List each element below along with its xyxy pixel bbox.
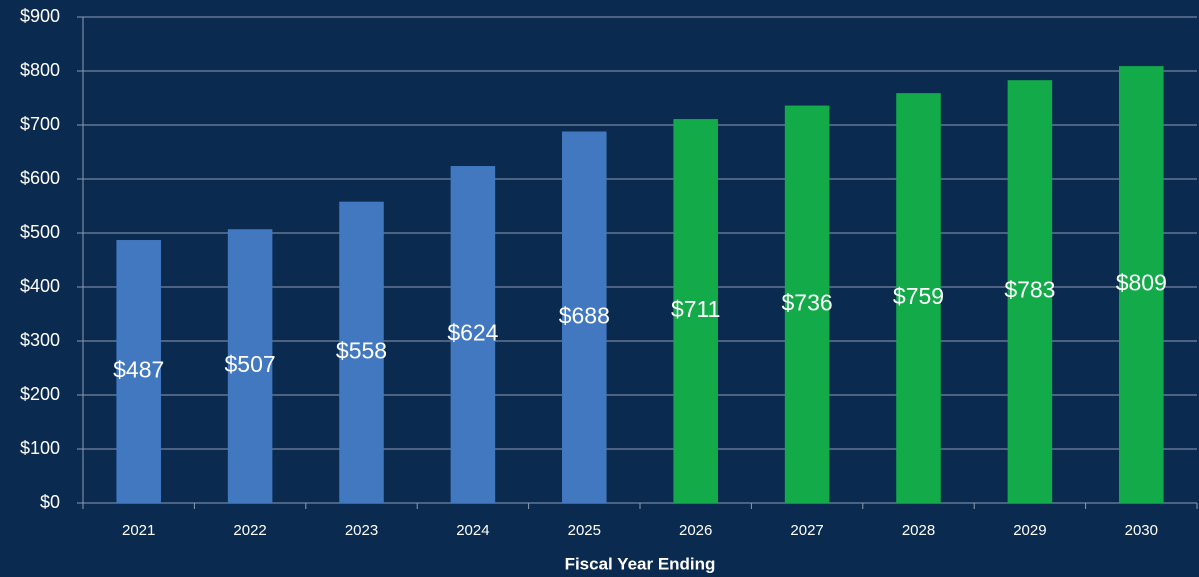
x-tick-label: 2028 [902, 522, 935, 539]
value-label: $783 [1004, 277, 1055, 303]
value-label: $736 [782, 289, 833, 315]
bar [227, 229, 273, 503]
value-label: $558 [336, 337, 387, 363]
x-tick-label: 2025 [568, 522, 601, 539]
bar [1119, 66, 1164, 503]
value-label: $688 [559, 302, 610, 328]
value-label: $624 [447, 320, 498, 346]
x-tick-label: 2023 [345, 522, 378, 539]
bar [562, 131, 607, 504]
y-tick-label: $500 [20, 222, 60, 242]
x-tick-label: 2021 [122, 522, 155, 539]
bar [784, 105, 830, 503]
x-axis-title: Fiscal Year Ending [565, 554, 716, 573]
y-tick-label: $800 [20, 60, 60, 80]
x-tick-label: 2022 [233, 522, 266, 539]
value-label: $507 [225, 351, 276, 377]
y-tick-label: $600 [20, 168, 60, 188]
x-tick-label: 2029 [1013, 522, 1046, 539]
y-tick-label: $100 [20, 438, 60, 458]
bar [1007, 80, 1053, 504]
y-tick-label: $0 [40, 492, 60, 512]
x-tick-label: 2024 [456, 522, 489, 539]
bar [673, 119, 718, 503]
bar [116, 240, 161, 503]
value-label: $759 [893, 283, 944, 309]
bar [339, 201, 384, 503]
y-tick-label: $700 [20, 114, 60, 134]
x-tick-label: 2026 [679, 522, 712, 539]
value-label: $809 [1116, 270, 1167, 296]
y-tick-label: $400 [20, 276, 60, 296]
y-tick-label: $300 [20, 330, 60, 350]
bar [896, 93, 941, 503]
y-tick-label: $200 [20, 384, 60, 404]
x-tick-label: 2027 [790, 522, 823, 539]
value-label: $487 [113, 357, 164, 383]
value-label: $711 [671, 296, 720, 322]
bar [450, 166, 496, 504]
y-tick-label: $900 [20, 6, 60, 26]
x-tick-label: 2030 [1125, 522, 1158, 539]
